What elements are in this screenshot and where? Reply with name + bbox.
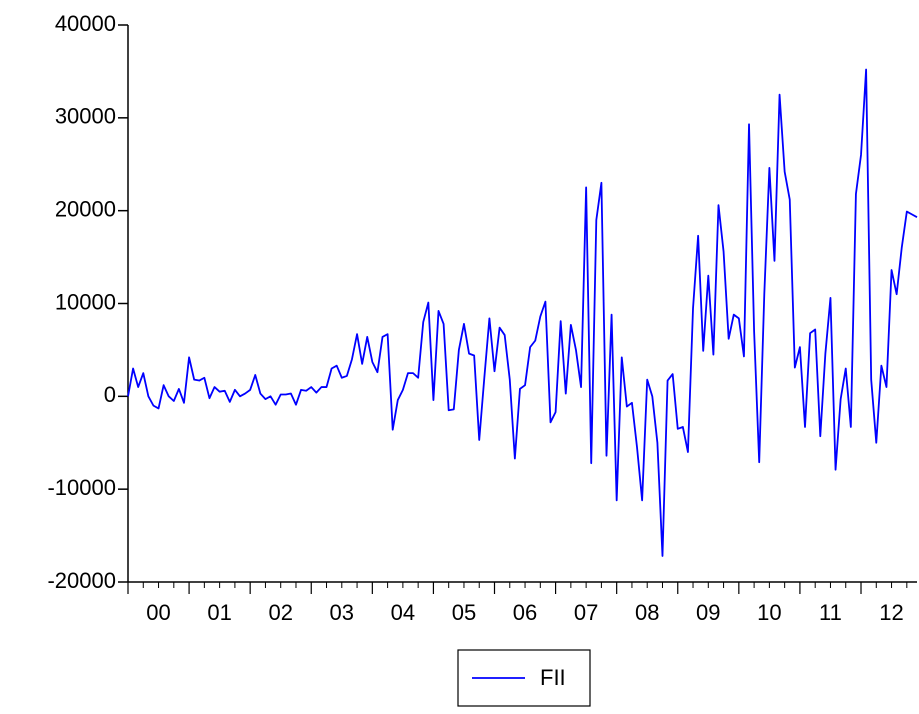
y-tick-label: -10000 (47, 475, 116, 500)
x-tick-label: 09 (696, 600, 720, 625)
y-tick-label: 0 (104, 382, 116, 407)
x-tick-label: 06 (513, 600, 537, 625)
x-tick-label: 07 (574, 600, 598, 625)
y-tick-label: 20000 (55, 196, 116, 221)
x-tick-label: 08 (635, 600, 659, 625)
x-tick-label: 10 (757, 600, 781, 625)
x-tick-label: 12 (879, 600, 903, 625)
x-tick-label: 05 (452, 600, 476, 625)
y-tick-label: 40000 (55, 11, 116, 36)
series-line (127, 68, 918, 557)
y-tick-label: 30000 (55, 104, 116, 129)
x-tick-label: 01 (207, 600, 231, 625)
x-tick-label: 02 (268, 600, 292, 625)
x-tick-label: 03 (330, 600, 354, 625)
x-tick-label: 11 (819, 600, 842, 625)
legend-label: FII (540, 665, 566, 690)
x-tick-label: 04 (391, 600, 415, 625)
y-tick-label: 10000 (55, 289, 116, 314)
x-tick-label: 00 (146, 600, 170, 625)
y-tick-label: -20000 (47, 568, 116, 593)
